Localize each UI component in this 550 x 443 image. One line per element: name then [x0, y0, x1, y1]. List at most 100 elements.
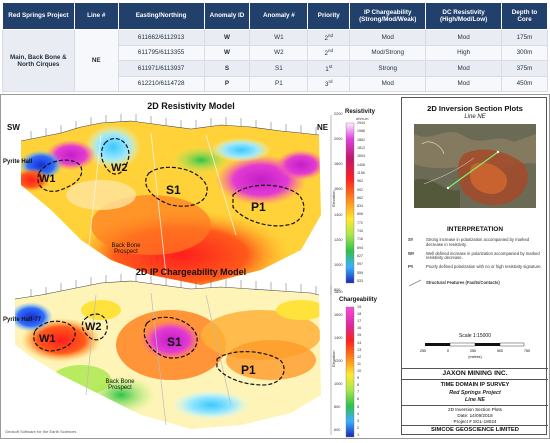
priority-value: 2	[324, 50, 329, 58]
sidebox-title: 2D Inversion Section Plots	[427, 104, 523, 113]
legend-text: Structural Features (Faults/Contacts)	[426, 279, 500, 285]
s1-ip-label: S1	[167, 335, 182, 349]
resistivity-elevation-tick: 2200	[334, 112, 343, 116]
depth-cell: 175m	[501, 29, 548, 46]
resistivity-scale-tick: 716	[357, 237, 363, 242]
resistivity-scale-tick: 1862	[357, 137, 365, 142]
chargeability-scale-tick: 14	[357, 340, 362, 345]
header-anomaly-num: Anomaly #	[249, 2, 309, 30]
resistivity-elevation-tick: 1000	[334, 262, 343, 267]
sections-graphic	[14, 114, 355, 438]
priority-cell: 3rd	[307, 75, 351, 92]
interpretation-title: INTERPRETATION	[446, 226, 504, 233]
project-number: Project # SGL-18024	[453, 419, 497, 424]
priority-cell: 1st	[307, 60, 351, 77]
resistivity-elevation-tick: 800	[334, 288, 341, 292]
resistivity-scale-tick: 772	[357, 220, 363, 225]
resistivity-title: 2D Resistivity Model	[147, 101, 235, 111]
easting-cell: 611971/6113937	[117, 60, 205, 77]
survey-name: TIME DOMAIN IP SURVEY	[440, 382, 510, 388]
chargeability-scale-tick: 6	[357, 397, 360, 402]
table-row: 611971/6113937 S S1 1st Strong Mod 375m	[3, 60, 548, 77]
resistivity-scale-tick: 744	[357, 229, 363, 234]
priority-suffix: st	[328, 63, 333, 69]
anomaly-table: Red Springs Project Line # Easting/North…	[2, 2, 548, 92]
chargeability-scale-title: Chargeability	[339, 297, 378, 303]
chargeability-scale-tick: 12	[357, 354, 362, 359]
s1-label: S1	[166, 183, 181, 197]
p1-label: P1	[251, 200, 266, 214]
project-name: Red Springs Project	[449, 390, 501, 396]
table-row: 612210/6114728 P P1 3rd Mod Mod 450m	[3, 75, 548, 92]
chargeability-color-scale	[345, 306, 355, 438]
resistivity-elevation-tick: 1400	[334, 212, 343, 217]
anomaly-id-cell: W	[203, 44, 251, 61]
dc-cell: Mod	[425, 60, 503, 77]
legend-item: P# Poorly defined polarization with no o…	[408, 264, 542, 270]
line-cell: NE	[73, 29, 119, 92]
legend-text: Poorly defined polarization with no or h…	[426, 264, 542, 270]
easting-cell: 611662/6112913	[117, 29, 205, 46]
ip-cell: Strong	[349, 60, 427, 77]
chargeability-scale-tick: 8	[357, 383, 360, 388]
resistivity-scale-tick: 2944	[357, 121, 365, 125]
chargeability-scale-tick: 18	[357, 312, 362, 317]
resistivity-scale-tick: 597	[357, 262, 363, 267]
chargeability-elevation-tick: 1600	[334, 313, 343, 317]
priority-value: 2	[324, 34, 329, 42]
dc-cell: Mod	[425, 29, 503, 46]
resistivity-scale-tick: 1406	[357, 162, 365, 167]
chargeability-elevation-tick: 800	[334, 405, 341, 409]
priority-cell: 2nd	[307, 29, 351, 46]
priority-cell: 2nd	[307, 44, 351, 61]
scale-tick: 500	[497, 349, 503, 353]
legend-text: Well defined increase in polarization ac…	[426, 250, 540, 261]
legend-item: S# Strong increase in polarization accom…	[408, 237, 542, 248]
anomaly-num-cell: P1	[249, 75, 309, 92]
table-header-row: Red Springs Project Line # Easting/North…	[2, 2, 548, 30]
easting-cell: 612210/6114728	[117, 75, 205, 92]
resistivity-anomaly-outlines	[37, 138, 305, 227]
chargeability-scale-tick: 10	[357, 369, 362, 373]
chargeability-scale-tick: 15	[357, 333, 362, 338]
w1-ip-label: W1	[39, 333, 56, 345]
chargeability-anomaly-outlines	[33, 313, 285, 386]
legend-key: S#	[408, 237, 414, 242]
chargeability-scale-tick: 1	[357, 433, 360, 437]
header-priority: Priority	[307, 2, 351, 30]
header-depth: Depth to Core	[501, 2, 548, 30]
resistivity-station-ticks	[30, 114, 317, 139]
scale-tick: 250	[420, 349, 426, 353]
scale-tick: 0	[447, 349, 449, 353]
resistivity-scale-title: Resistivity	[345, 109, 376, 115]
pyrite-hall-77-label: Pyrite Hall-77	[3, 317, 42, 323]
chargeability-elevation-tick: 600	[334, 428, 341, 432]
priority-value: 3	[325, 81, 329, 89]
chargeability-scale-tick: 13	[357, 347, 362, 352]
resistivity-elevation-tick: 1200	[334, 237, 343, 242]
chargeability-scale-tick: 16	[357, 326, 362, 331]
title-block-divider	[402, 368, 548, 369]
resistivity-scale-tick: 902	[357, 187, 363, 192]
chargeability-section	[15, 281, 321, 429]
depth-cell: 300m	[501, 44, 548, 61]
chargeability-elevation-tick: 1000	[334, 382, 343, 386]
chargeability-scale-tick: 7	[357, 390, 360, 395]
table-row: 611795/6113355 W W2 2nd Mod/Strong High …	[3, 44, 548, 61]
resistivity-scale-unit: ohm-m	[356, 116, 369, 121]
back-bone-ip-label: Back Bone Prospect	[105, 379, 135, 391]
anomaly-id-cell: S	[203, 60, 251, 77]
legend-text: Strong increase in polarization accompan…	[426, 237, 530, 247]
ip-cell: Mod	[349, 29, 427, 46]
chargeability-scale-tick: 5	[357, 404, 360, 409]
resistivity-scale-tick: 559	[357, 270, 363, 275]
chargeability-scale-tick: 3	[357, 418, 360, 423]
resistivity-scale-tick: 962	[357, 179, 363, 184]
plot-name: 2D Inversion Section Plots	[448, 407, 502, 412]
anomaly-num-cell: W1	[249, 29, 309, 46]
easting-cell: 611795/6113355	[117, 44, 205, 61]
resistivity-scale-tick: 533	[357, 279, 363, 283]
resistivity-scale-tick: 627	[357, 254, 363, 259]
legend-item: Structural Features (Faults/Contacts)	[408, 274, 542, 292]
resistivity-elevation-tick: 1600	[334, 187, 343, 192]
